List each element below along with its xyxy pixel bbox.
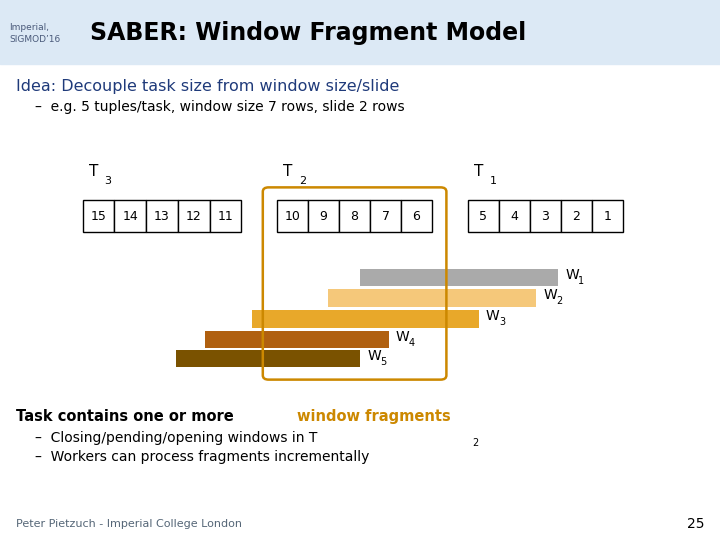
Text: 15: 15 xyxy=(91,210,107,222)
Text: 2: 2 xyxy=(299,176,306,186)
Text: W: W xyxy=(544,288,557,302)
Text: 3: 3 xyxy=(104,176,112,186)
Text: 3: 3 xyxy=(541,210,549,222)
Text: SABER: Window Fragment Model: SABER: Window Fragment Model xyxy=(90,22,526,45)
Bar xyxy=(210,200,241,232)
Bar xyxy=(561,200,592,232)
Text: 1: 1 xyxy=(490,176,497,186)
Bar xyxy=(468,200,499,232)
Bar xyxy=(360,269,558,286)
Text: W: W xyxy=(565,268,579,282)
Text: T: T xyxy=(89,164,98,179)
Text: 9: 9 xyxy=(320,210,328,222)
Text: 14: 14 xyxy=(122,210,138,222)
Bar xyxy=(499,200,530,232)
Text: T: T xyxy=(283,164,292,179)
Text: Peter Pietzuch - Imperial College London: Peter Pietzuch - Imperial College London xyxy=(16,519,242,529)
Text: W: W xyxy=(486,309,500,323)
Text: 12: 12 xyxy=(186,210,202,222)
Text: 7: 7 xyxy=(382,210,390,222)
Bar xyxy=(592,200,623,232)
Bar xyxy=(370,200,401,232)
Text: 5: 5 xyxy=(480,210,487,222)
Text: 6: 6 xyxy=(413,210,420,222)
Text: 2: 2 xyxy=(572,210,580,222)
Text: –  e.g. 5 tuples/task, window size 7 rows, slide 2 rows: – e.g. 5 tuples/task, window size 7 rows… xyxy=(35,100,404,114)
Text: W: W xyxy=(396,330,410,344)
Bar xyxy=(178,200,210,232)
Text: 4: 4 xyxy=(409,338,415,348)
Text: 1: 1 xyxy=(603,210,611,222)
Bar xyxy=(146,200,178,232)
Bar xyxy=(0,0,720,64)
Text: window fragments: window fragments xyxy=(297,409,451,424)
Text: Task contains one or more: Task contains one or more xyxy=(16,409,239,424)
Text: Imperial,
SIGMOD’16: Imperial, SIGMOD’16 xyxy=(9,23,60,44)
Bar xyxy=(308,200,339,232)
Text: W: W xyxy=(367,349,381,363)
Text: T: T xyxy=(474,164,483,179)
Bar xyxy=(530,200,561,232)
Text: Idea: Decouple task size from window size/slide: Idea: Decouple task size from window siz… xyxy=(16,79,399,94)
Text: 25: 25 xyxy=(687,517,704,531)
Bar xyxy=(176,350,360,367)
Text: 8: 8 xyxy=(351,210,359,222)
Bar xyxy=(277,200,308,232)
Text: 10: 10 xyxy=(284,210,301,222)
Text: 2: 2 xyxy=(472,438,479,448)
Text: 3: 3 xyxy=(499,318,505,327)
Bar xyxy=(205,331,389,348)
Bar xyxy=(252,310,479,328)
Text: 1: 1 xyxy=(578,276,585,286)
Text: –  Workers can process fragments incrementally: – Workers can process fragments incremen… xyxy=(35,450,369,464)
Bar xyxy=(83,200,114,232)
Text: 5: 5 xyxy=(380,357,387,367)
Text: –  Closing/pending/opening windows in T: – Closing/pending/opening windows in T xyxy=(35,431,317,446)
Text: 11: 11 xyxy=(217,210,233,222)
Bar xyxy=(401,200,432,232)
Text: 2: 2 xyxy=(557,296,563,306)
Bar xyxy=(328,289,536,307)
Text: 4: 4 xyxy=(510,210,518,222)
Text: 13: 13 xyxy=(154,210,170,222)
Bar xyxy=(114,200,146,232)
Bar xyxy=(339,200,370,232)
